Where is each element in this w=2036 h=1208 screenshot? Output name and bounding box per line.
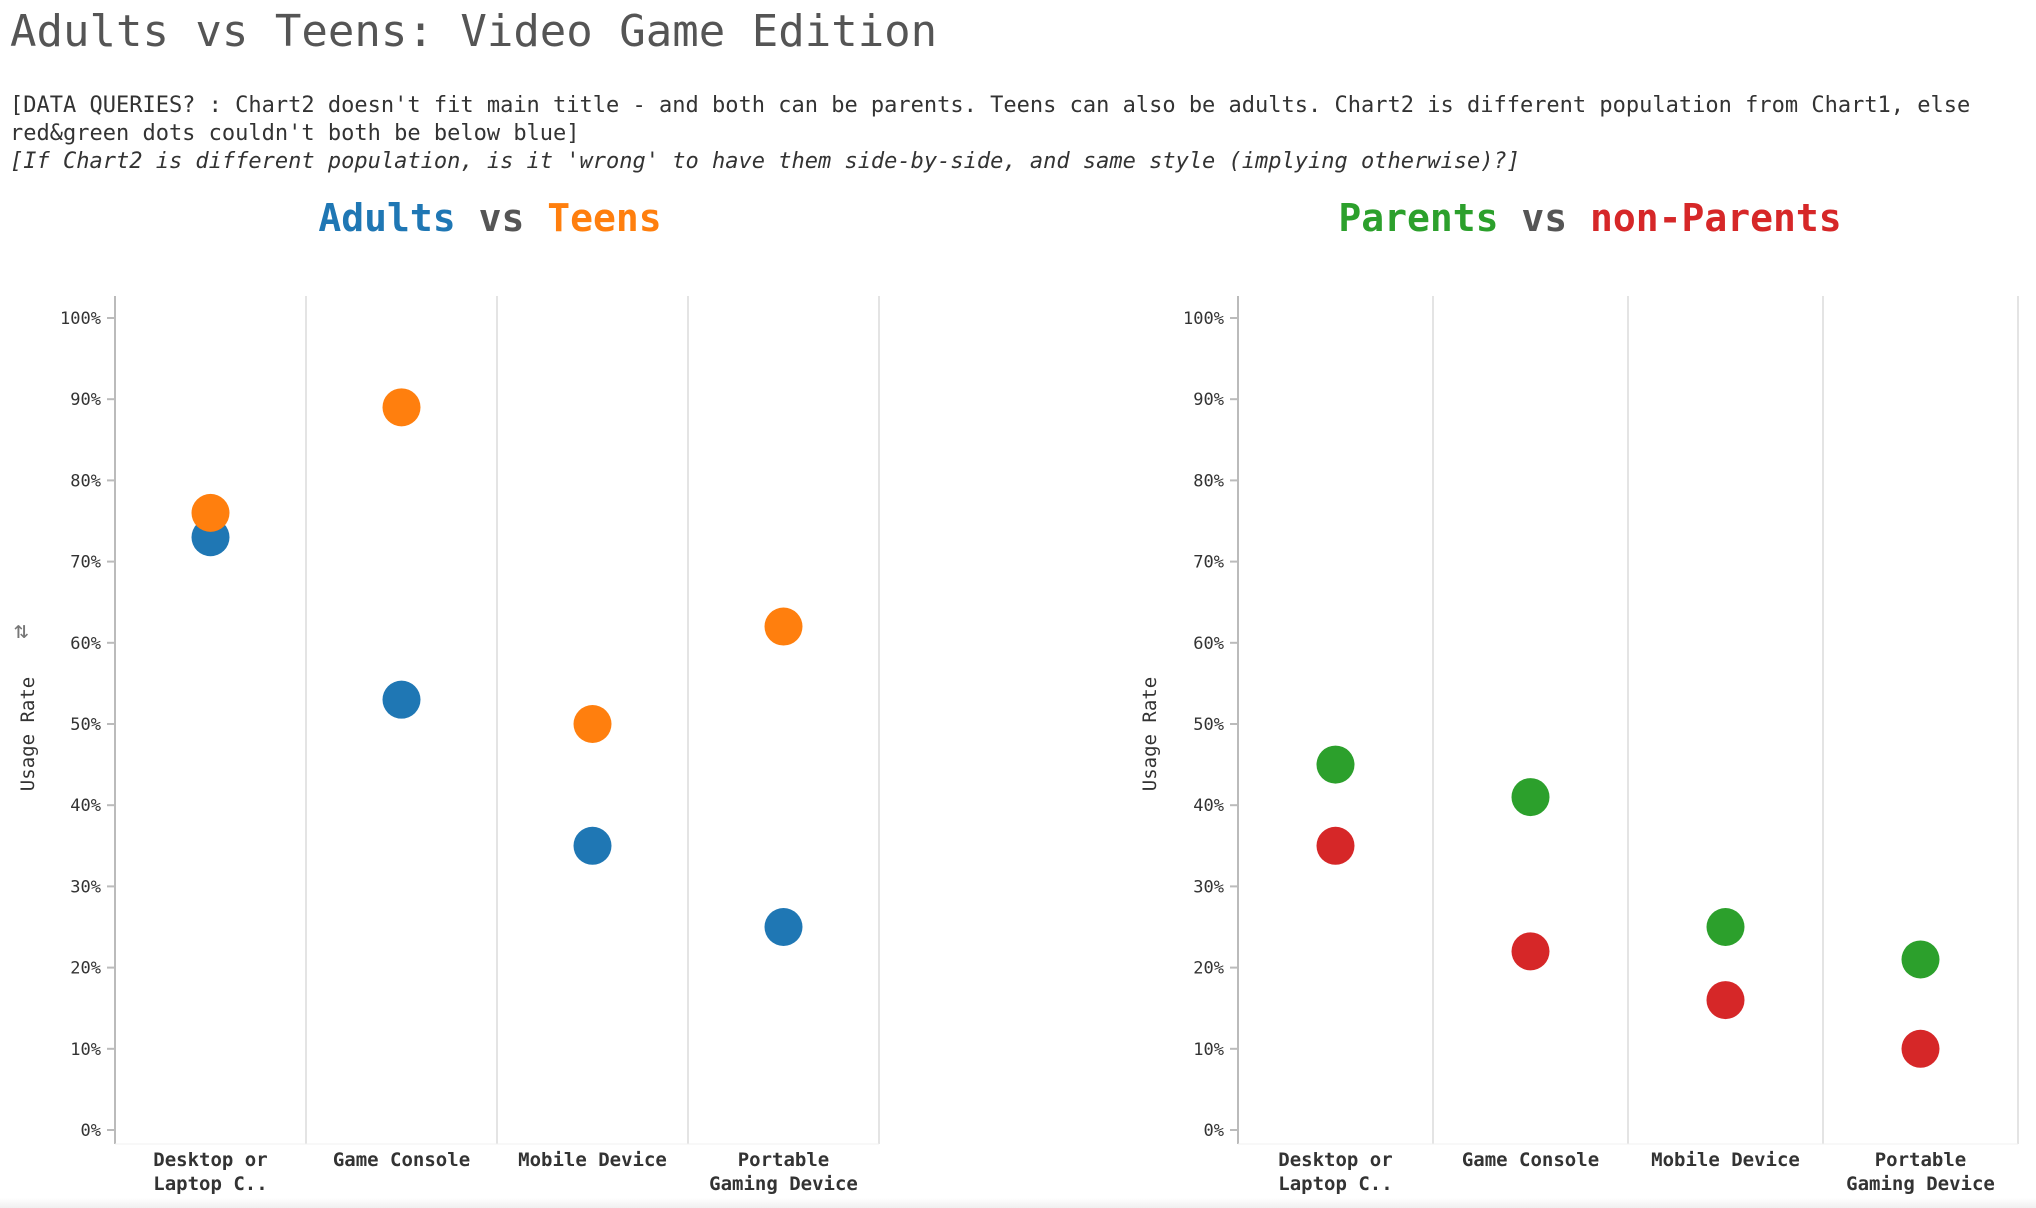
chart2-y-tick-label: 40% [1193, 796, 1224, 816]
chart2-point-parents-1 [1511, 778, 1550, 817]
chart1-title-series-b: Teens [547, 196, 662, 240]
chart2-y-axis-title: Usage Rate [1139, 677, 1161, 791]
chart1-y-tick-label: 60% [70, 634, 101, 654]
chart1-title: Adults vs Teens [100, 196, 880, 240]
chart2-y-tick-label: 80% [1193, 471, 1224, 491]
chart2-y-tick-label: 90% [1193, 390, 1224, 410]
chart1-y-tick-label: 10% [70, 1040, 101, 1060]
chart2-y-tick-label: 70% [1193, 553, 1224, 573]
chart1-y-axis-title: Usage Rate [17, 677, 39, 791]
chart2-point-non-parents-2 [1706, 981, 1745, 1020]
chart2-title: Parents vs non-Parents [1160, 196, 2020, 240]
chart1-point-teens-3 [764, 607, 803, 646]
chart1-y-tick-label: 0% [81, 1121, 101, 1141]
chart1-x-tick-label: Gaming Device [709, 1173, 858, 1195]
page-title: Adults vs Teens: Video Game Edition [10, 6, 938, 57]
chart2-x-tick-label: Gaming Device [1846, 1173, 1995, 1195]
chart2-y-tick-label: 50% [1193, 715, 1224, 735]
chart1-y-tick-label: 30% [70, 877, 101, 897]
chart2-x-tick-label: Desktop or [1278, 1149, 1392, 1171]
chart2-title-vs: vs [1521, 196, 1568, 240]
chart2-point-non-parents-1 [1511, 932, 1550, 971]
chart1-y-tick-label: 100% [60, 309, 101, 329]
chart1-title-vs: vs [478, 196, 525, 240]
chart2-title-series-a: Parents [1338, 196, 1499, 240]
chart1-title-series-a: Adults [318, 196, 456, 240]
chart1-point-teens-2 [573, 705, 612, 743]
chart1-x-tick-label: Laptop C.. [153, 1173, 267, 1195]
chart2-y-tick-label: 60% [1193, 634, 1224, 654]
note-line-1: [DATA QUERIES? : Chart2 doesn't fit main… [10, 93, 1971, 146]
chart1-y-tick-label: 80% [70, 471, 101, 491]
chart2-title-series-b: non-Parents [1590, 196, 1842, 240]
chart1-y-tick-label: 20% [70, 959, 101, 979]
chart2-y-tick-label: 20% [1193, 959, 1224, 979]
note-line-2: [If Chart2 is different population, is i… [10, 149, 1520, 174]
chart1-y-tick-label: 70% [70, 553, 101, 573]
chart1-x-tick-label: Mobile Device [518, 1149, 667, 1171]
chart1-y-tick-label: 90% [70, 390, 101, 410]
chart2-x-tick-label: Game Console [1462, 1149, 1599, 1171]
bottom-edge [0, 1198, 2036, 1208]
chart2-x-tick-label: Mobile Device [1651, 1149, 1800, 1171]
chart2-point-parents-2 [1706, 908, 1745, 946]
data-queries-note: [DATA QUERIES? : Chart2 doesn't fit main… [10, 92, 2020, 176]
chart1-point-adults-3 [764, 908, 803, 946]
chart2-point-non-parents-0 [1316, 826, 1355, 865]
chart1-point-adults-2 [573, 826, 612, 865]
chart2-point-non-parents-3 [1901, 1029, 1940, 1068]
chart2-y-tick-label: 100% [1183, 309, 1224, 329]
chart2-x-tick-label: Laptop C.. [1278, 1173, 1392, 1195]
chart1-y-tick-label: 50% [70, 715, 101, 735]
chart1-x-tick-label: Portable [738, 1149, 830, 1171]
chart1-point-teens-0 [191, 493, 230, 532]
chart1-point-adults-1 [382, 680, 421, 719]
chart2-y-tick-label: 10% [1193, 1040, 1224, 1060]
chart2-x-tick-label: Portable [1875, 1149, 1967, 1171]
chart1-x-tick-label: Game Console [333, 1149, 470, 1171]
chart2-y-tick-label: 30% [1193, 877, 1224, 897]
chart2-point-parents-0 [1316, 745, 1355, 784]
chart2-point-parents-3 [1901, 940, 1940, 979]
chart2-y-tick-label: 0% [1204, 1121, 1224, 1141]
chart1-point-teens-1 [382, 388, 421, 427]
chart1-y-tick-label: 40% [70, 796, 101, 816]
chart1-x-tick-label: Desktop or [153, 1149, 267, 1171]
sort-icon[interactable]: ⇅ [14, 616, 29, 644]
